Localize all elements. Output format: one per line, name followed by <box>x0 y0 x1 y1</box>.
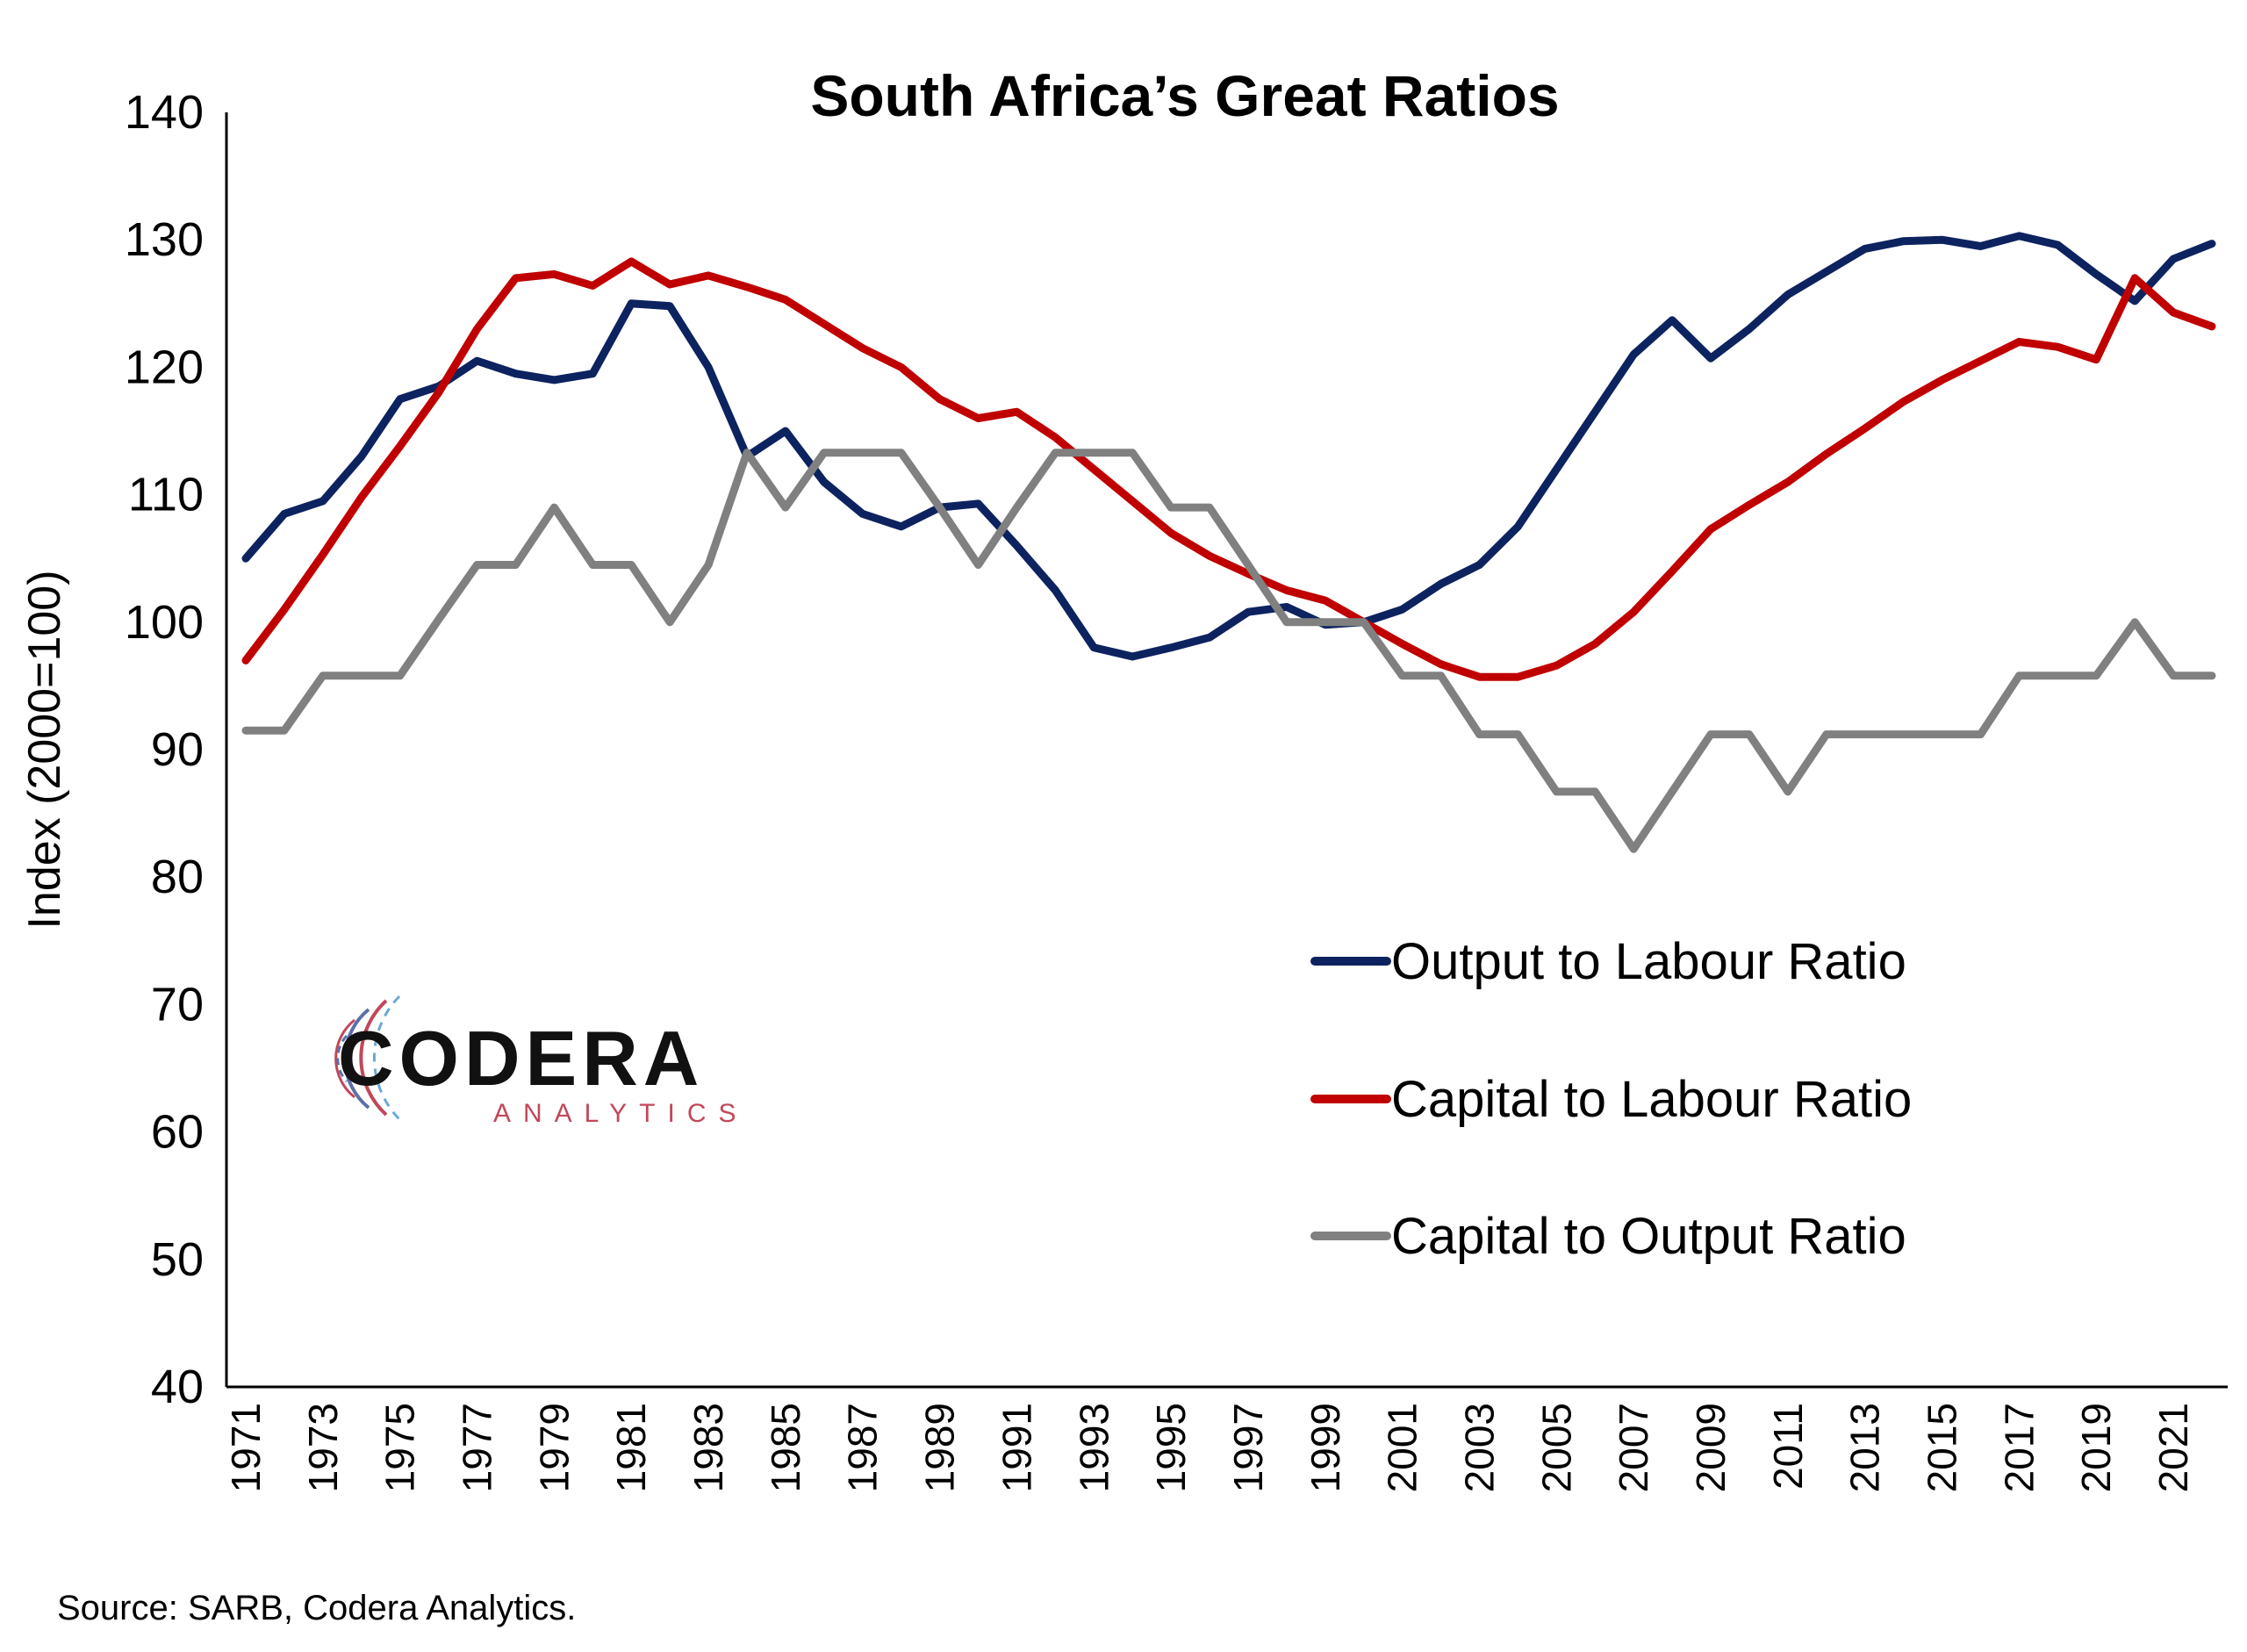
y-tick-label: 60 <box>151 1106 204 1159</box>
x-tick-label: 1979 <box>531 1403 577 1492</box>
series-line-3 <box>241 449 2216 853</box>
chart-title: South Africa’s Great Ratios <box>810 63 1559 128</box>
y-tick-label: 130 <box>125 213 204 266</box>
x-tick-label: 1983 <box>686 1403 731 1492</box>
logo-mark-icon <box>334 995 401 1121</box>
x-tick-label: 1975 <box>377 1403 423 1492</box>
y-axis-ticks: 40 50 60 70 80 90 100 110 120 130 140 <box>125 86 204 1413</box>
logo-name: CODERA <box>338 1015 704 1102</box>
y-tick-label: 140 <box>125 86 204 139</box>
x-tick-label: 2013 <box>1842 1403 1888 1492</box>
x-tick-label: 1989 <box>917 1403 963 1492</box>
y-tick-label: 40 <box>151 1361 204 1413</box>
x-tick-label: 2005 <box>1533 1403 1579 1492</box>
x-tick-label: 1981 <box>608 1403 654 1492</box>
series-line-1 <box>241 232 2216 661</box>
x-tick-label: 2001 <box>1380 1403 1425 1492</box>
x-tick-label: 1991 <box>994 1403 1039 1492</box>
x-tick-label: 2019 <box>2073 1403 2119 1492</box>
x-tick-label: 1999 <box>1303 1403 1348 1492</box>
x-tick-label: 2011 <box>1765 1403 1811 1490</box>
x-tick-label: 1977 <box>455 1403 500 1492</box>
legend-label-3: Capital to Output Ratio <box>1391 1208 1906 1265</box>
x-tick-label: 2017 <box>1996 1403 2042 1492</box>
source-note: Source: SARB, Codera Analytics. <box>57 1589 576 1627</box>
y-tick-label: 70 <box>151 978 204 1031</box>
x-tick-label: 1987 <box>840 1403 886 1492</box>
y-tick-label: 50 <box>151 1233 204 1286</box>
logo-sub: ANALYTICS <box>493 1099 749 1128</box>
x-tick-label: 1997 <box>1225 1403 1271 1492</box>
x-tick-label: 2003 <box>1456 1403 1502 1492</box>
series-line-2 <box>241 257 2216 681</box>
legend-label-2: Capital to Labour Ratio <box>1391 1071 1912 1128</box>
y-tick-label: 90 <box>151 723 204 776</box>
y-tick-label: 80 <box>151 851 204 903</box>
y-tick-label: 110 <box>128 469 204 521</box>
x-tick-label: 2021 <box>2150 1403 2196 1492</box>
codera-logo: CODERA ANALYTICS <box>334 995 749 1128</box>
x-tick-label: 2009 <box>1688 1403 1734 1492</box>
x-axis-ticks: 1971 1973 1975 1977 1979 1981 1983 1985 1987 1989… <box>223 1403 2196 1492</box>
legend-label-1: Output to Labour Ratio <box>1391 933 1906 990</box>
x-tick-label: 1973 <box>300 1403 346 1492</box>
x-tick-label: 2007 <box>1611 1403 1656 1492</box>
series-lines <box>241 232 2216 853</box>
y-tick-label: 100 <box>125 596 204 649</box>
x-tick-label: 1995 <box>1148 1403 1194 1492</box>
x-tick-label: 1993 <box>1071 1403 1116 1492</box>
x-tick-label: 1985 <box>763 1403 808 1492</box>
y-tick-label: 120 <box>125 341 204 393</box>
legend: Output to Labour Ratio Capital to Labour … <box>1310 933 1912 1265</box>
x-tick-label: 1971 <box>223 1403 269 1492</box>
x-tick-label: 2015 <box>1920 1403 1965 1492</box>
y-axis-label: Index (2000=100) <box>19 570 70 929</box>
